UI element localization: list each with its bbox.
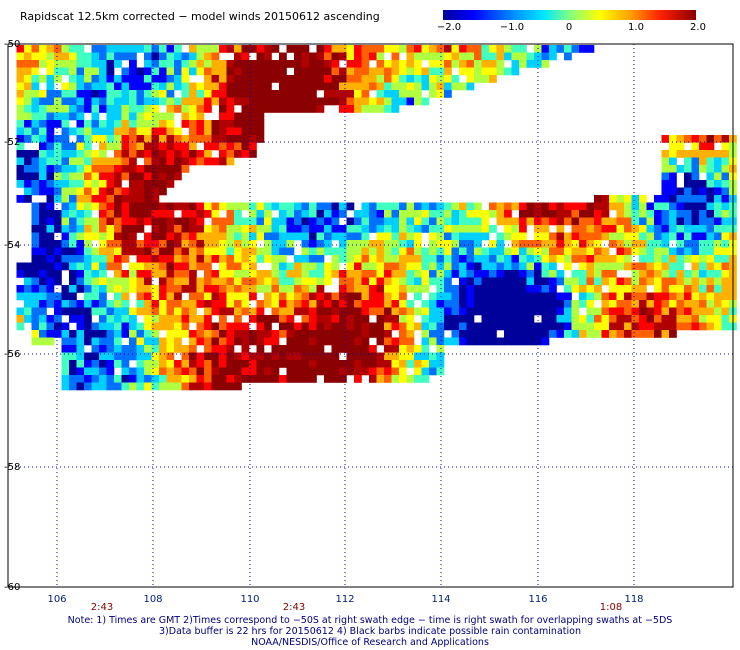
map-frame xyxy=(7,43,734,588)
colorbar-label-max: 2.0 xyxy=(690,22,706,33)
colorbar-label-neg1: −1.0 xyxy=(499,22,525,33)
time-label-3: 1:08 xyxy=(599,602,623,613)
lon-label-116: 116 xyxy=(528,594,548,605)
lon-label-118: 118 xyxy=(624,594,644,605)
lat-lon-grid xyxy=(8,44,733,587)
lat-label-56: -56 xyxy=(4,349,20,360)
colorbar-label-zero: 0 xyxy=(565,22,573,33)
time-label-2: 2:43 xyxy=(282,602,306,613)
lat-label-52: -52 xyxy=(4,137,20,148)
wind-difference-swath xyxy=(16,45,737,391)
lon-label-114: 114 xyxy=(431,594,451,605)
colorbar-label-min: −2.0 xyxy=(436,22,462,33)
colorbar xyxy=(443,10,696,20)
lat-label-58: -58 xyxy=(4,462,20,473)
lon-label-106: 106 xyxy=(47,594,67,605)
lat-label-60: -60 xyxy=(4,582,20,593)
colorbar-label-pos1: 1.0 xyxy=(628,22,644,33)
lon-label-110: 110 xyxy=(240,594,260,605)
lon-label-108: 108 xyxy=(143,594,163,605)
lat-label-54: -54 xyxy=(4,240,20,251)
time-label-1: 2:43 xyxy=(90,602,114,613)
lon-label-112: 112 xyxy=(335,594,355,605)
map-title: Rapidscat 12.5km corrected − model winds… xyxy=(20,10,380,23)
footnotes: Note: 1) Times are GMT 2)Times correspon… xyxy=(0,615,740,648)
footnote-line-3: NOAA/NESDIS/Office of Research and Appli… xyxy=(251,637,489,648)
lat-label-50: -50 xyxy=(4,39,20,50)
footnote-line-2: 3)Data buffer is 22 hrs for 20150612 4) … xyxy=(159,626,581,637)
footnote-line-1: Note: 1) Times are GMT 2)Times correspon… xyxy=(67,615,673,626)
